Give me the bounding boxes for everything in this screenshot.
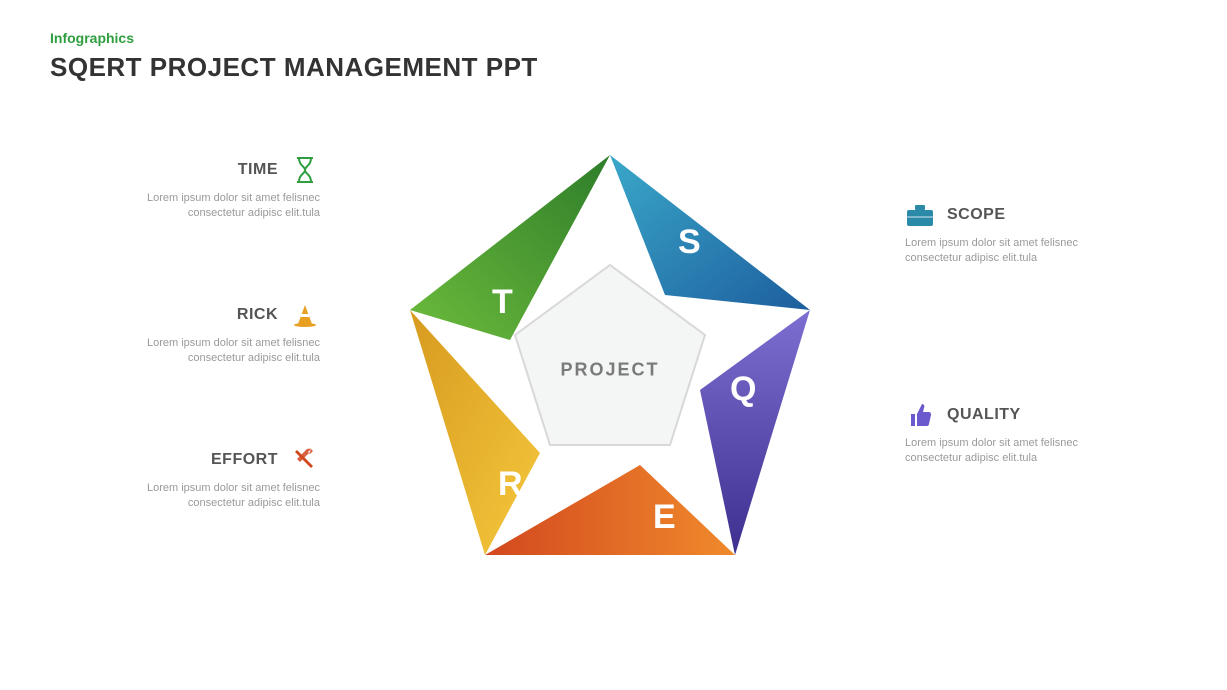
tools-icon <box>290 445 320 475</box>
page-title: SQERT PROJECT MANAGEMENT PPT <box>50 52 538 83</box>
header: Infographics SQERT PROJECT MANAGEMENT PP… <box>50 30 538 83</box>
thumbs-up-icon <box>905 400 935 430</box>
hourglass-icon <box>290 155 320 185</box>
callout-scope-desc: Lorem ipsum dolor sit amet felisnec cons… <box>905 236 1135 267</box>
callout-scope: SCOPE Lorem ipsum dolor sit amet felisne… <box>905 200 1135 267</box>
letter-t: T <box>492 283 513 322</box>
callout-quality-title: QUALITY <box>947 406 1021 424</box>
callout-time-title: TIME <box>238 161 278 179</box>
callout-effort: EFFORT Lorem ipsum dolor sit amet felisn… <box>90 445 320 512</box>
briefcase-icon <box>905 200 935 230</box>
callout-rick-desc: Lorem ipsum dolor sit amet felisnec cons… <box>90 336 320 367</box>
callout-rick-title: RICK <box>237 306 278 324</box>
page-subtitle: Infographics <box>50 30 538 46</box>
callout-quality: QUALITY Lorem ipsum dolor sit amet felis… <box>905 400 1135 467</box>
callout-rick: RICK Lorem ipsum dolor sit amet felisnec… <box>90 300 320 367</box>
callout-effort-title: EFFORT <box>211 451 278 469</box>
callout-scope-title: SCOPE <box>947 206 1006 224</box>
callout-quality-desc: Lorem ipsum dolor sit amet felisnec cons… <box>905 436 1135 467</box>
callout-effort-desc: Lorem ipsum dolor sit amet felisnec cons… <box>90 481 320 512</box>
callout-time-desc: Lorem ipsum dolor sit amet felisnec cons… <box>90 191 320 222</box>
letter-e: E <box>653 498 676 537</box>
cone-icon <box>290 300 320 330</box>
letter-r: R <box>498 465 523 504</box>
letter-s: S <box>678 223 701 262</box>
letter-q: Q <box>730 370 756 409</box>
blade-q <box>700 310 810 555</box>
callout-time: TIME Lorem ipsum dolor sit amet felisnec… <box>90 155 320 222</box>
center-label: PROJECT <box>560 359 659 380</box>
sqert-pentagon-diagram: S Q E R T PROJECT <box>380 135 840 595</box>
